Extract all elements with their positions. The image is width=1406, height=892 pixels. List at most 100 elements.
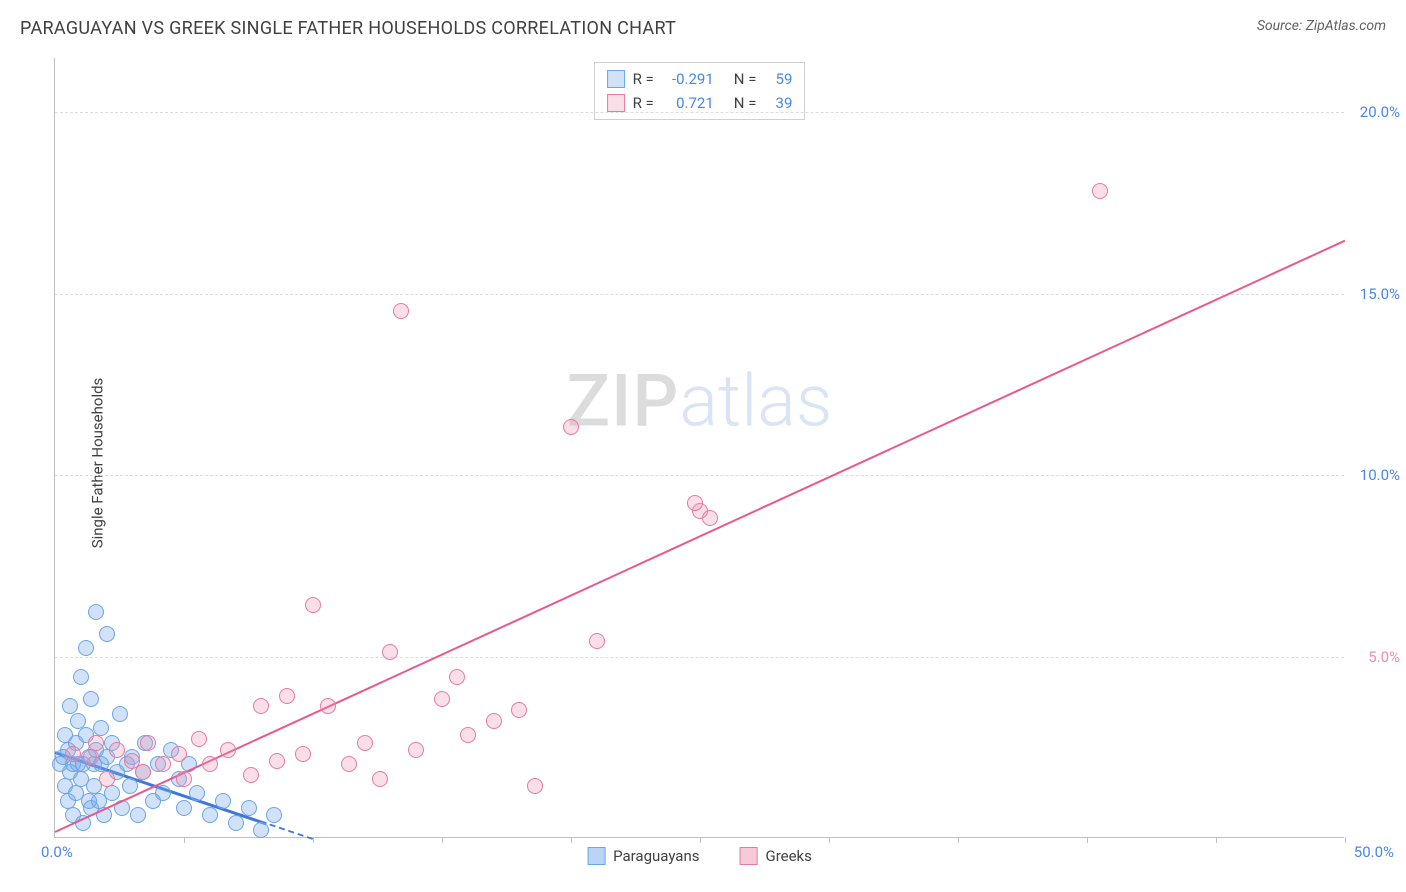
data-point bbox=[130, 807, 146, 823]
data-point bbox=[88, 604, 104, 620]
stat-r-value: -0.291 bbox=[662, 67, 714, 91]
data-point bbox=[104, 785, 120, 801]
legend-item: Paraguayans bbox=[587, 847, 699, 865]
data-point bbox=[511, 702, 527, 718]
watermark-atlas: atlas bbox=[679, 358, 832, 443]
data-point bbox=[155, 756, 171, 772]
data-point bbox=[176, 800, 192, 816]
gridline bbox=[55, 475, 1344, 476]
stat-n-value: 39 bbox=[764, 91, 792, 115]
data-point bbox=[99, 771, 115, 787]
data-point bbox=[62, 698, 78, 714]
data-point bbox=[269, 753, 285, 769]
x-tick bbox=[829, 837, 830, 843]
data-point bbox=[243, 767, 259, 783]
data-point bbox=[135, 764, 151, 780]
data-point bbox=[112, 706, 128, 722]
data-point bbox=[78, 640, 94, 656]
data-point bbox=[408, 742, 424, 758]
data-point bbox=[215, 793, 231, 809]
stat-r-label: R = bbox=[633, 91, 654, 115]
stats-legend-box: R =-0.291N =59R =0.721N =39 bbox=[594, 62, 806, 120]
data-point bbox=[527, 778, 543, 794]
data-point bbox=[589, 633, 605, 649]
y-tick-label: 10.0% bbox=[1360, 466, 1400, 484]
x-tick bbox=[1216, 837, 1217, 843]
data-point bbox=[88, 735, 104, 751]
data-point bbox=[65, 746, 81, 762]
source-name: ZipAtlas.com bbox=[1306, 18, 1386, 34]
watermark: ZIPatlas bbox=[567, 358, 833, 443]
data-point bbox=[109, 742, 125, 758]
data-point bbox=[434, 691, 450, 707]
x-tick-max-label: 50.0% bbox=[1354, 843, 1394, 861]
data-point bbox=[1092, 183, 1108, 199]
data-point bbox=[228, 815, 244, 831]
data-point bbox=[266, 807, 282, 823]
stat-r-label: R = bbox=[633, 67, 654, 91]
data-point bbox=[393, 303, 409, 319]
x-tick bbox=[958, 837, 959, 843]
data-point bbox=[702, 510, 718, 526]
gridline bbox=[55, 294, 1344, 295]
x-tick bbox=[700, 837, 701, 843]
trend-line bbox=[55, 239, 1346, 832]
legend-label: Greeks bbox=[765, 847, 811, 865]
data-point bbox=[220, 742, 236, 758]
data-point bbox=[122, 778, 138, 794]
source-attribution: Source: ZipAtlas.com bbox=[1257, 18, 1386, 34]
legend-swatch bbox=[587, 847, 605, 865]
x-tick bbox=[313, 837, 314, 843]
data-point bbox=[341, 756, 357, 772]
x-tick bbox=[442, 837, 443, 843]
data-point bbox=[320, 698, 336, 714]
data-point bbox=[279, 688, 295, 704]
data-point bbox=[140, 735, 156, 751]
data-point bbox=[176, 771, 192, 787]
data-point bbox=[155, 785, 171, 801]
stat-n-label: N = bbox=[734, 91, 757, 115]
plot-area: ZIPatlas R =-0.291N =59R =0.721N =39 0.0… bbox=[54, 58, 1344, 838]
gridline bbox=[55, 657, 1344, 658]
data-point bbox=[253, 822, 269, 838]
watermark-zip: ZIP bbox=[567, 358, 680, 443]
data-point bbox=[73, 669, 89, 685]
y-tick-label: 20.0% bbox=[1360, 103, 1400, 121]
data-point bbox=[357, 735, 373, 751]
stat-r-value: 0.721 bbox=[662, 91, 714, 115]
data-point bbox=[171, 746, 187, 762]
legend-swatch bbox=[739, 847, 757, 865]
stat-n-label: N = bbox=[734, 67, 757, 91]
data-point bbox=[449, 669, 465, 685]
data-point bbox=[687, 495, 703, 511]
x-tick-origin-label: 0.0% bbox=[41, 843, 73, 861]
legend-swatch bbox=[607, 94, 625, 112]
data-point bbox=[83, 749, 99, 765]
data-point bbox=[372, 771, 388, 787]
data-point bbox=[295, 746, 311, 762]
data-point bbox=[202, 807, 218, 823]
source-prefix: Source: bbox=[1257, 18, 1306, 34]
data-point bbox=[305, 597, 321, 613]
data-point bbox=[191, 731, 207, 747]
x-tick bbox=[571, 837, 572, 843]
data-point bbox=[460, 727, 476, 743]
header: PARAGUAYAN VS GREEK SINGLE FATHER HOUSEH… bbox=[0, 0, 1406, 47]
data-point bbox=[83, 691, 99, 707]
data-point bbox=[486, 713, 502, 729]
y-tick-label: 15.0% bbox=[1360, 285, 1400, 303]
legend-label: Paraguayans bbox=[613, 847, 699, 865]
x-tick bbox=[1087, 837, 1088, 843]
stats-row: R = 0.721 N = 39 bbox=[607, 91, 793, 115]
x-tick bbox=[184, 837, 185, 843]
data-point bbox=[202, 756, 218, 772]
data-point bbox=[563, 419, 579, 435]
data-point bbox=[241, 800, 257, 816]
chart-title: PARAGUAYAN VS GREEK SINGLE FATHER HOUSEH… bbox=[20, 18, 676, 39]
stats-row: R =-0.291N =59 bbox=[607, 67, 793, 91]
data-point bbox=[382, 644, 398, 660]
x-tick bbox=[1345, 837, 1346, 843]
data-point bbox=[99, 626, 115, 642]
legend-item: Greeks bbox=[739, 847, 811, 865]
y-tick-label: 5.0% bbox=[1368, 648, 1400, 666]
